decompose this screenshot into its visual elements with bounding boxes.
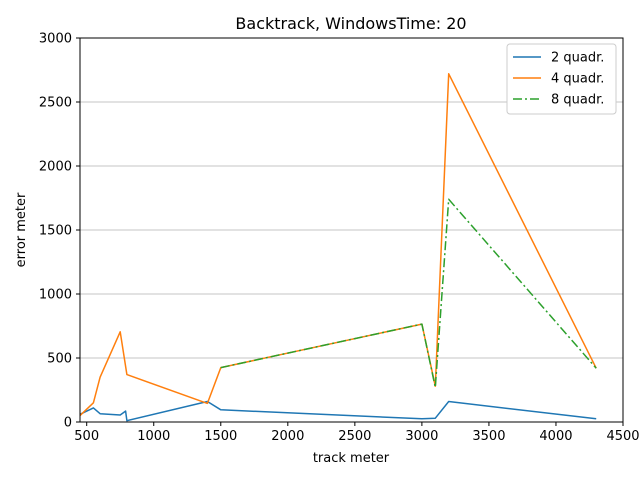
y-tick-label: 2000 xyxy=(39,160,72,175)
y-tick-label: 2500 xyxy=(39,96,72,111)
x-axis-ticks: 500 1000 1500 2000 2500 3000 3500 4000 4500 xyxy=(74,422,640,444)
y-tick-label: 1000 xyxy=(39,288,72,303)
series-lines xyxy=(79,73,597,422)
y-tick-label: 3000 xyxy=(39,32,72,47)
x-axis-label: track meter xyxy=(313,451,390,466)
legend-label: 4 quadr. xyxy=(551,72,604,87)
y-tick-label: 1500 xyxy=(39,224,72,239)
x-tick-label: 2000 xyxy=(271,429,304,444)
x-tick-label: 1000 xyxy=(137,429,170,444)
x-tick-label: 4500 xyxy=(606,429,639,444)
x-tick-label: 3000 xyxy=(405,429,438,444)
y-axis-label: error meter xyxy=(14,192,29,267)
legend-label: 2 quadr. xyxy=(551,51,604,66)
y-tick-label: 500 xyxy=(47,352,72,367)
y-axis-ticks: 0 500 1000 1500 2000 2500 3000 xyxy=(39,32,80,431)
series-line xyxy=(220,198,597,389)
series-line xyxy=(79,73,597,417)
x-tick-label: 4000 xyxy=(539,429,572,444)
chart-title: Backtrack, WindowsTime: 20 xyxy=(235,14,466,33)
x-tick-label: 2500 xyxy=(338,429,371,444)
y-tick-label: 0 xyxy=(64,416,72,431)
legend-label: 8 quadr. xyxy=(551,93,604,108)
legend-box xyxy=(506,43,617,115)
x-tick-label: 500 xyxy=(74,429,99,444)
legend: 2 quadr. 4 quadr. 8 quadr. xyxy=(506,43,617,115)
series-line xyxy=(79,400,597,422)
x-tick-label: 3500 xyxy=(472,429,505,444)
x-tick-label: 1500 xyxy=(204,429,237,444)
